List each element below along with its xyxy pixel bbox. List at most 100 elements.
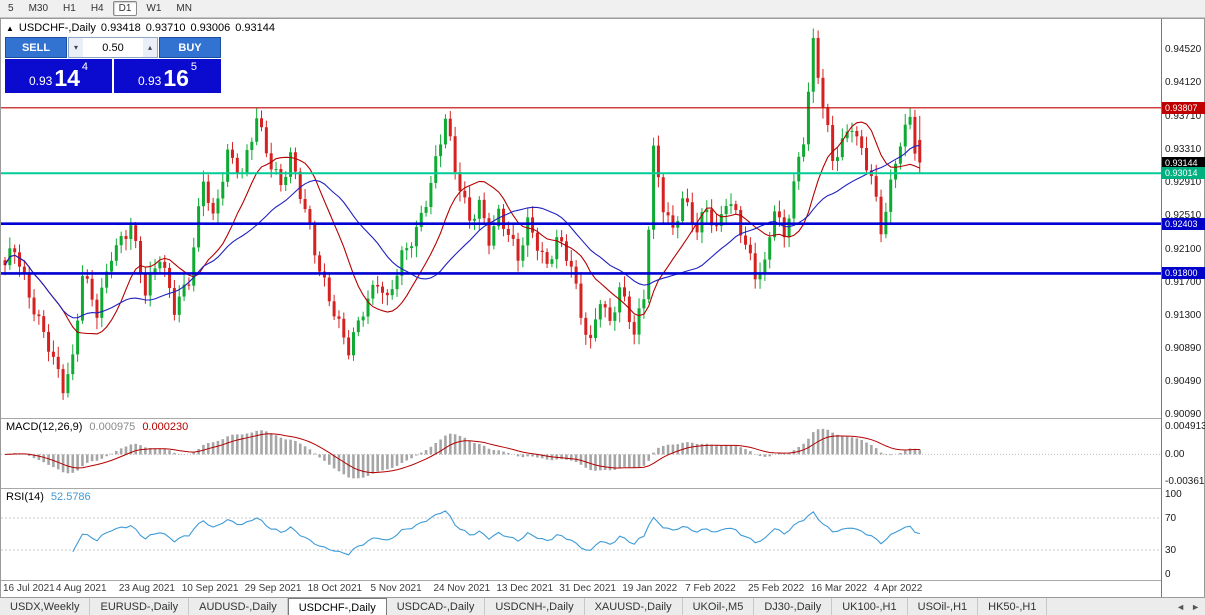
- chart-tab-list: USDX,Weekly EURUSD-,Daily AUDUSD-,Daily USD…: [0, 598, 1171, 615]
- macd-signal-value: 0.000230: [142, 421, 189, 433]
- tab-scroll-arrows: ◄ ►: [1171, 598, 1205, 615]
- date-label: 16 Jul 2021: [3, 583, 55, 594]
- sell-price-display[interactable]: 0.93 14 4: [5, 59, 112, 93]
- price-marker: 0.93144: [1162, 157, 1205, 169]
- symbol-title: USDCHF-,Daily: [18, 22, 96, 34]
- macd-main-value: 0.000975: [89, 421, 136, 433]
- ohlc-close: 0.93144: [235, 22, 275, 34]
- date-label: 4 Aug 2021: [55, 583, 107, 594]
- ohlc-open: 0.93418: [100, 22, 141, 34]
- price-axis-label: 0.90090: [1165, 409, 1202, 420]
- price-axis-label: 0.92510: [1165, 210, 1202, 221]
- macd-axis-label: -0.00361: [1165, 476, 1205, 487]
- price-axis-label: 0.91300: [1165, 310, 1202, 321]
- rsi-axis-label: 0: [1165, 569, 1171, 580]
- date-label: 13 Dec 2021: [496, 583, 554, 594]
- volume-increase-icon[interactable]: ▴: [143, 38, 157, 57]
- date-label: 5 Nov 2021: [370, 583, 422, 594]
- volume-decrease-icon[interactable]: ▾: [69, 38, 83, 57]
- buy-price-pip: 5: [190, 61, 198, 73]
- buy-price-main: 16: [163, 65, 189, 91]
- price-marker: 0.92403: [1162, 218, 1205, 230]
- timeframe-button-5[interactable]: 5: [8, 3, 14, 14]
- main-chart-pane[interactable]: ▲ USDCHF-,Daily 0.93418 0.93710 0.93006 …: [1, 19, 1161, 419]
- rsi-value: 52.5786: [50, 491, 91, 503]
- date-label: 24 Nov 2021: [433, 583, 491, 594]
- chart-tab-usoil-h1[interactable]: USOil-,H1: [908, 598, 979, 615]
- chart-tab-usdx-weekly[interactable]: USDX,Weekly: [0, 598, 91, 615]
- chart-tab-xauusd-daily[interactable]: XAUUSD-,Daily: [585, 598, 683, 615]
- date-label: 23 Aug 2021: [118, 583, 175, 594]
- candlestick-chart: [1, 28, 1161, 400]
- rsi-axis-label: 30: [1165, 545, 1177, 556]
- price-axis-label: 0.92100: [1165, 244, 1202, 255]
- chart-tab-eurusd-daily[interactable]: EURUSD-,Daily: [90, 598, 190, 615]
- plot-area: ▲ USDCHF-,Daily 0.93418 0.93710 0.93006 …: [1, 19, 1161, 597]
- chart-tab-usdcnh-daily[interactable]: USDCNH-,Daily: [485, 598, 585, 615]
- macd-name: MACD(12,26,9): [6, 421, 83, 433]
- date-label: 25 Feb 2022: [748, 583, 805, 594]
- date-label: 16 Mar 2022: [810, 583, 868, 594]
- rsi-axis-label: 100: [1165, 489, 1182, 500]
- sell-price-prefix: 0.93: [28, 74, 53, 88]
- ohlc-low: 0.93006: [190, 22, 231, 34]
- ohlc-high: 0.93710: [145, 22, 186, 34]
- volume-control: ▾ 0.50 ▴: [68, 37, 158, 58]
- sell-button[interactable]: SELL: [5, 37, 67, 58]
- tab-scroll-left-icon[interactable]: ◄: [1176, 601, 1186, 612]
- price-axis[interactable]: 0.94520 0.94120 0.93710 0.93310 0.92910 0.925…: [1161, 19, 1205, 597]
- chart-tab-ukoil-m5[interactable]: UKOil-,M5: [683, 598, 755, 615]
- timeframe-button-d1[interactable]: D1: [112, 1, 138, 16]
- chart-tab-usdchf-daily[interactable]: USDCHF-,Daily: [287, 598, 387, 615]
- price-axis-label: 0.90890: [1165, 343, 1202, 354]
- symbol-header: ▲ USDCHF-,Daily 0.93418 0.93710 0.93006 …: [6, 22, 275, 34]
- macd-pane[interactable]: MACD(12,26,9) 0.000975 0.000230: [1, 419, 1161, 489]
- macd-axis-label: 0.004913: [1165, 421, 1205, 432]
- chart-tab-audusd-daily[interactable]: AUDUSD-,Daily: [189, 598, 288, 615]
- rsi-chart: [1, 510, 1161, 556]
- rsi-header: RSI(14) 52.5786: [6, 491, 91, 503]
- date-label: 19 Jan 2022: [622, 583, 678, 594]
- one-click-trading-panel: SELL ▾ 0.50 ▴ BUY 0.93 14 4 0.93: [5, 37, 221, 93]
- rsi-pane[interactable]: RSI(14) 52.5786: [1, 489, 1161, 581]
- chart-tab-bar: USDX,Weekly EURUSD-,Daily AUDUSD-,Daily USD…: [0, 598, 1205, 615]
- date-label: 7 Feb 2022: [685, 583, 736, 594]
- one-click-collapse-icon[interactable]: ▲: [6, 23, 14, 33]
- price-axis-label: 0.91700: [1165, 277, 1202, 288]
- timeframe-button-w1[interactable]: W1: [146, 3, 162, 14]
- chart-tab-uk100-h1[interactable]: UK100-,H1: [832, 598, 908, 615]
- price-marker: 0.91800: [1162, 267, 1205, 279]
- chart-tab-dj30-daily[interactable]: DJ30-,Daily: [754, 598, 833, 615]
- sell-price-pip: 4: [81, 61, 89, 73]
- chart-window: ▲ USDCHF-,Daily 0.93418 0.93710 0.93006 …: [0, 18, 1205, 598]
- price-axis-label: 0.90490: [1165, 376, 1202, 387]
- price-axis-label: 0.94120: [1165, 77, 1202, 88]
- price-marker: 0.93014: [1162, 167, 1205, 179]
- buy-price-display[interactable]: 0.93 16 5: [114, 59, 221, 93]
- date-label: 29 Sep 2021: [244, 583, 302, 594]
- price-axis-label: 0.94520: [1165, 44, 1202, 55]
- price-marker: 0.93807: [1162, 102, 1205, 114]
- tab-scroll-right-icon[interactable]: ►: [1191, 601, 1200, 612]
- timeframe-button-mn[interactable]: MN: [176, 3, 192, 14]
- date-axis[interactable]: 16 Jul 2021 4 Aug 2021 23 Aug 2021 10 Sep 2…: [1, 581, 1161, 597]
- buy-price-prefix: 0.93: [137, 74, 162, 88]
- date-label: 10 Sep 2021: [181, 583, 239, 594]
- macd-axis-label: 0.00: [1165, 449, 1185, 460]
- macd-chart: [1, 428, 1161, 479]
- price-axis-label: 0.92910: [1165, 177, 1202, 188]
- volume-input[interactable]: 0.50: [102, 41, 124, 54]
- chart-tab-hk50-h1[interactable]: HK50-,H1: [978, 598, 1048, 615]
- date-label: 31 Dec 2021: [559, 583, 616, 594]
- price-axis-label: 0.93710: [1165, 111, 1202, 122]
- macd-header: MACD(12,26,9) 0.000975 0.000230: [6, 421, 188, 433]
- timeframe-button-h4[interactable]: H4: [90, 3, 104, 14]
- timeframe-button-m30[interactable]: M30: [28, 3, 49, 14]
- buy-button[interactable]: BUY: [159, 37, 221, 58]
- chart-tab-usdcad-daily[interactable]: USDCAD-,Daily: [387, 598, 486, 615]
- sell-price-main: 14: [54, 65, 80, 91]
- date-label: 4 Apr 2022: [873, 583, 923, 594]
- timeframe-button-h1[interactable]: H1: [63, 3, 76, 14]
- date-label: 18 Oct 2021: [307, 583, 363, 594]
- rsi-axis-label: 70: [1165, 513, 1177, 524]
